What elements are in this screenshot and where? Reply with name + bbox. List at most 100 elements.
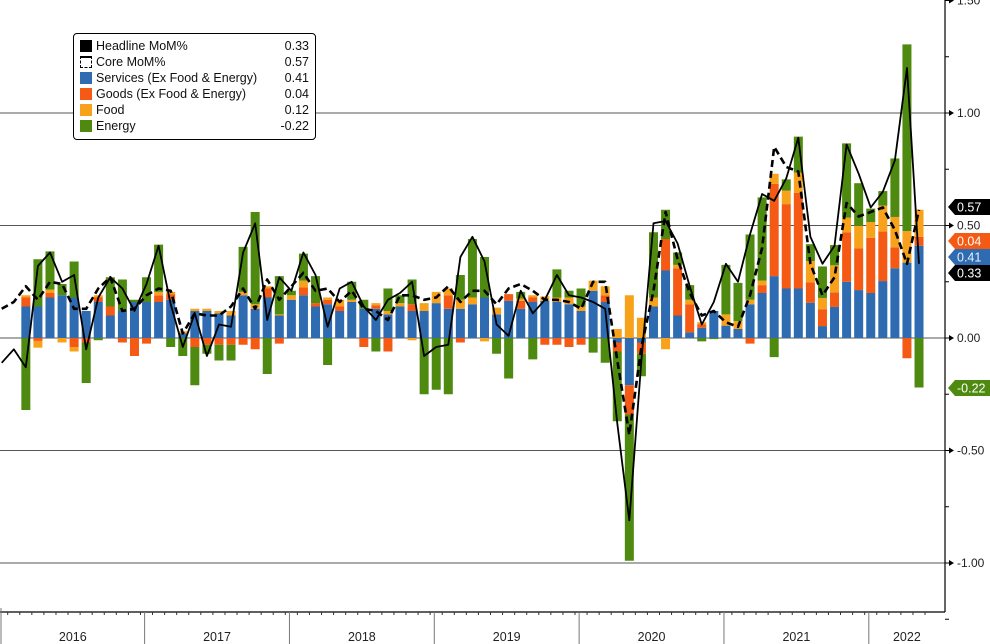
- bar-food: [395, 303, 405, 307]
- bar-services: [492, 314, 502, 338]
- bar-food: [745, 299, 755, 305]
- bar-food: [323, 297, 333, 300]
- bar-services: [636, 338, 646, 343]
- bar-energy: [793, 136, 803, 173]
- bar-energy: [528, 338, 538, 360]
- bar-energy: [190, 347, 200, 386]
- bar-services: [81, 311, 91, 338]
- bar-services: [419, 311, 429, 338]
- bar-food: [673, 264, 683, 269]
- bar-goods: [335, 306, 345, 311]
- bar-services: [733, 329, 743, 338]
- x-year-label: 2020: [638, 630, 666, 644]
- bar-goods: [371, 305, 381, 309]
- bar-services: [902, 262, 912, 338]
- bar-food: [624, 295, 634, 338]
- bar-goods: [455, 338, 465, 343]
- bar-energy: [902, 44, 912, 232]
- bar-services: [407, 311, 417, 338]
- bar-services: [383, 314, 393, 338]
- bar-energy: [769, 338, 779, 358]
- legend-label: Energy: [96, 119, 136, 133]
- bar-energy: [33, 259, 43, 307]
- legend-value: 0.41: [284, 71, 309, 85]
- bar-services: [793, 288, 803, 338]
- bar-food: [262, 286, 272, 289]
- legend-swatch-core: [80, 56, 92, 68]
- bar-energy: [323, 338, 333, 365]
- legend-swatch-services: [80, 72, 92, 84]
- y-tick-arrow: [949, 560, 954, 566]
- bar-goods: [757, 285, 767, 293]
- bar-energy: [612, 351, 622, 422]
- bar-food: [226, 311, 236, 316]
- bar-food: [648, 297, 658, 307]
- value-tag-text: 0.57: [957, 201, 981, 215]
- bar-services: [347, 302, 357, 338]
- line-headline: [1, 67, 920, 522]
- bar-services: [516, 308, 526, 338]
- bar-food: [817, 297, 827, 310]
- x-year-label: 2016: [59, 630, 87, 644]
- y-tick-arrow: [949, 335, 954, 341]
- bar-food: [45, 289, 55, 293]
- y-tick-label: 0.00: [957, 331, 981, 345]
- legend-label: Goods (Ex Food & Energy): [96, 87, 247, 101]
- bar-food: [467, 297, 477, 305]
- bar-energy: [817, 266, 827, 298]
- bar-goods: [383, 338, 393, 352]
- bar-goods: [323, 299, 333, 305]
- bar-goods: [552, 338, 562, 345]
- bar-energy: [878, 191, 888, 206]
- bar-energy: [492, 338, 502, 354]
- bar-goods: [540, 338, 550, 345]
- bar-energy: [890, 158, 900, 217]
- bar-services: [866, 293, 876, 338]
- bar-energy: [45, 251, 55, 290]
- bar-services: [166, 299, 176, 338]
- value-tag-shape: [948, 380, 990, 396]
- bar-food: [21, 295, 31, 298]
- bar-goods: [504, 294, 514, 301]
- bar-goods: [528, 297, 538, 302]
- value-tag-text: -0.22: [957, 382, 986, 396]
- bar-energy: [419, 338, 429, 395]
- value-tag-goods: 0.04: [948, 233, 990, 249]
- bar-goods: [190, 338, 200, 347]
- bar-goods: [854, 248, 864, 291]
- bar-goods: [81, 338, 91, 343]
- bar-energy: [431, 338, 441, 390]
- bar-energy: [600, 338, 610, 363]
- bar-services: [117, 311, 127, 338]
- bar-food: [661, 338, 671, 350]
- bar-goods: [359, 338, 369, 347]
- bar-services: [69, 297, 79, 338]
- bar-energy: [250, 212, 260, 305]
- bar-food: [33, 340, 43, 348]
- bar-services: [504, 300, 514, 338]
- bar-goods: [745, 338, 755, 344]
- bar-services: [817, 326, 827, 338]
- bar-services: [178, 333, 188, 338]
- bar-food: [516, 298, 526, 301]
- x-year-label: 2018: [348, 630, 376, 644]
- bar-energy: [117, 279, 127, 311]
- bar-services: [576, 311, 586, 338]
- bar-energy: [57, 284, 67, 296]
- bar-services: [33, 306, 43, 338]
- value-tag-text: 0.33: [957, 267, 981, 281]
- bar-food: [576, 306, 586, 311]
- y-tick-arrow: [949, 110, 954, 116]
- value-tag-services: 0.41: [948, 249, 990, 265]
- legend-item-headline: Headline MoM% 0.33: [80, 38, 315, 54]
- legend-item-goods: Goods (Ex Food & Energy) 0.04: [80, 86, 315, 102]
- bar-services: [564, 304, 574, 338]
- bar-goods: [600, 295, 610, 302]
- legend-value: 0.57: [284, 55, 309, 69]
- bar-goods: [842, 232, 852, 282]
- bar-food: [866, 222, 876, 238]
- line-core: [1, 145, 921, 437]
- legend-label: Headline MoM%: [96, 39, 188, 53]
- bar-food: [455, 299, 465, 309]
- legend-label: Core MoM%: [96, 55, 166, 69]
